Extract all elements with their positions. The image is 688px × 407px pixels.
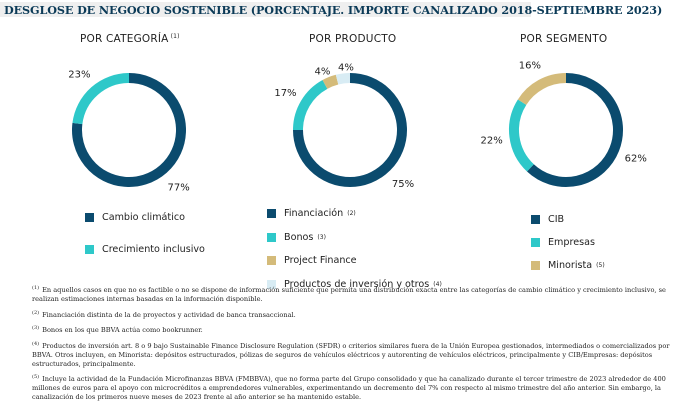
donut-slice-minorista [517,73,567,106]
donut-slice-project-finance [322,74,339,89]
legend-item: Productos de inversión y otros (4) [267,279,442,290]
footnotes: (1) En aquellos casos en que no es factib… [32,284,682,407]
legend-item: Financiación (2) [267,208,442,219]
footnote: (3) Bonos en los que BBVA actúa como book… [32,324,682,335]
panel-title-producto: POR PRODUCTO [309,33,396,45]
legend-note: (5) [596,262,605,269]
data-label: 4% [338,63,354,74]
footnote: (4) Productos de inversión art. 8 o 9 baj… [32,340,682,369]
footnote-mark: (1) [32,285,40,291]
legend-label: Crecimiento inclusivo [102,244,205,255]
legend-label: Financiación [284,208,344,219]
legend-item: Project Finance [267,255,442,266]
footnote-text: Bonos en los que BBVA actúa como bookrun… [42,326,203,334]
donut-slice-crecimiento-inclusivo [72,73,130,125]
data-label: 16% [519,60,541,71]
legend-swatch [531,261,540,270]
legend-label: Project Finance [284,255,357,266]
legend-swatch [85,213,94,222]
legend-swatch [267,279,276,289]
data-label: 23% [68,70,90,81]
panel-title-text: POR CATEGORÍA [80,33,169,45]
footnote-mark: (2) [32,309,40,316]
legend-segmento: CIB Empresas Minorista (5) [531,214,605,283]
legend-categoria: Cambio climático Crecimiento inclusivo [85,212,205,276]
panel-title-note: (1) [170,33,180,40]
legend-item: CIB [531,214,605,225]
footnote: (1) En aquellos casos en que no es factib… [32,284,682,304]
legend-item: Empresas [531,237,605,248]
legend-swatch [267,256,276,265]
donut-chart-categoria: 77% 23% [68,70,189,194]
data-label: 62% [625,154,647,165]
legend-swatch [85,245,94,254]
footnote: (5) Incluye la actividad de la Fundación … [32,373,682,402]
footnote-text: Productos de inversión art. 8 o 9 bajo S… [32,341,670,368]
legend-note: (3) [317,233,326,241]
title-bar: DESGLOSE DE NEGOCIO SOSTENIBLE (PORCENTA… [0,2,662,17]
legend-producto: Financiación (2) Bonos (3) Project Finance Pr… [267,208,442,302]
donut-slice-productos-de-inversi-n-y-otros [335,73,351,85]
footnote: (2) Financiación distinta de la de proyec… [32,309,682,320]
data-label: 75% [392,179,414,190]
legend-swatch [531,215,540,224]
data-label: 77% [167,182,189,193]
footnote-mark: (4) [32,340,40,347]
donut-slice-bonos [293,80,328,131]
panel-title-categoria: POR CATEGORÍA (1) [80,33,180,45]
legend-item: Cambio climático [85,212,205,223]
data-label: 22% [480,135,502,146]
donut-slice-cambio-clim-tico [72,73,186,187]
panel-title-segmento: POR SEGMENTO [520,33,607,45]
data-label: 17% [274,88,296,99]
legend-label: CIB [548,214,565,225]
legend-label: Cambio climático [102,212,185,223]
legend-label: Bonos [284,231,314,243]
panel-title-text: POR PRODUCTO [309,33,397,45]
legend-item: Minorista (5) [531,260,605,271]
footnote-text: Financiación distinta de la de proyectos… [42,310,296,319]
footnote-text: Incluye la actividad de la Fundación Mic… [32,375,666,401]
legend-swatch [531,238,540,247]
legend-label: Productos de inversión y otros [284,278,430,290]
donut-slice-cib [526,73,623,187]
footnote-mark: (5) [32,374,40,380]
legend-label: Empresas [548,237,596,248]
footnote-mark: (3) [32,325,40,331]
legend-swatch [267,209,276,218]
panel-title-text: POR SEGMENTO [520,33,608,45]
legend-label: Minorista [548,260,593,271]
legend-item: Bonos (3) [267,232,442,243]
donut-slice-empresas [509,99,534,172]
legend-item: Crecimiento inclusivo [85,244,205,255]
legend-note: (2) [347,210,356,217]
legend-swatch [267,232,276,242]
legend-note: (4) [433,280,442,288]
page-title: DESGLOSE DE NEGOCIO SOSTENIBLE (PORCENTA… [4,3,663,17]
donut-chart-producto: 75% 17% 4% 4% [274,63,414,191]
data-label: 4% [315,66,331,77]
donut-slice-financiaci-n [293,73,407,187]
donut-chart-segmento: 62% 22% 16% [480,60,647,187]
footnote-text: En aquellos casos en que no es factible … [32,286,666,303]
